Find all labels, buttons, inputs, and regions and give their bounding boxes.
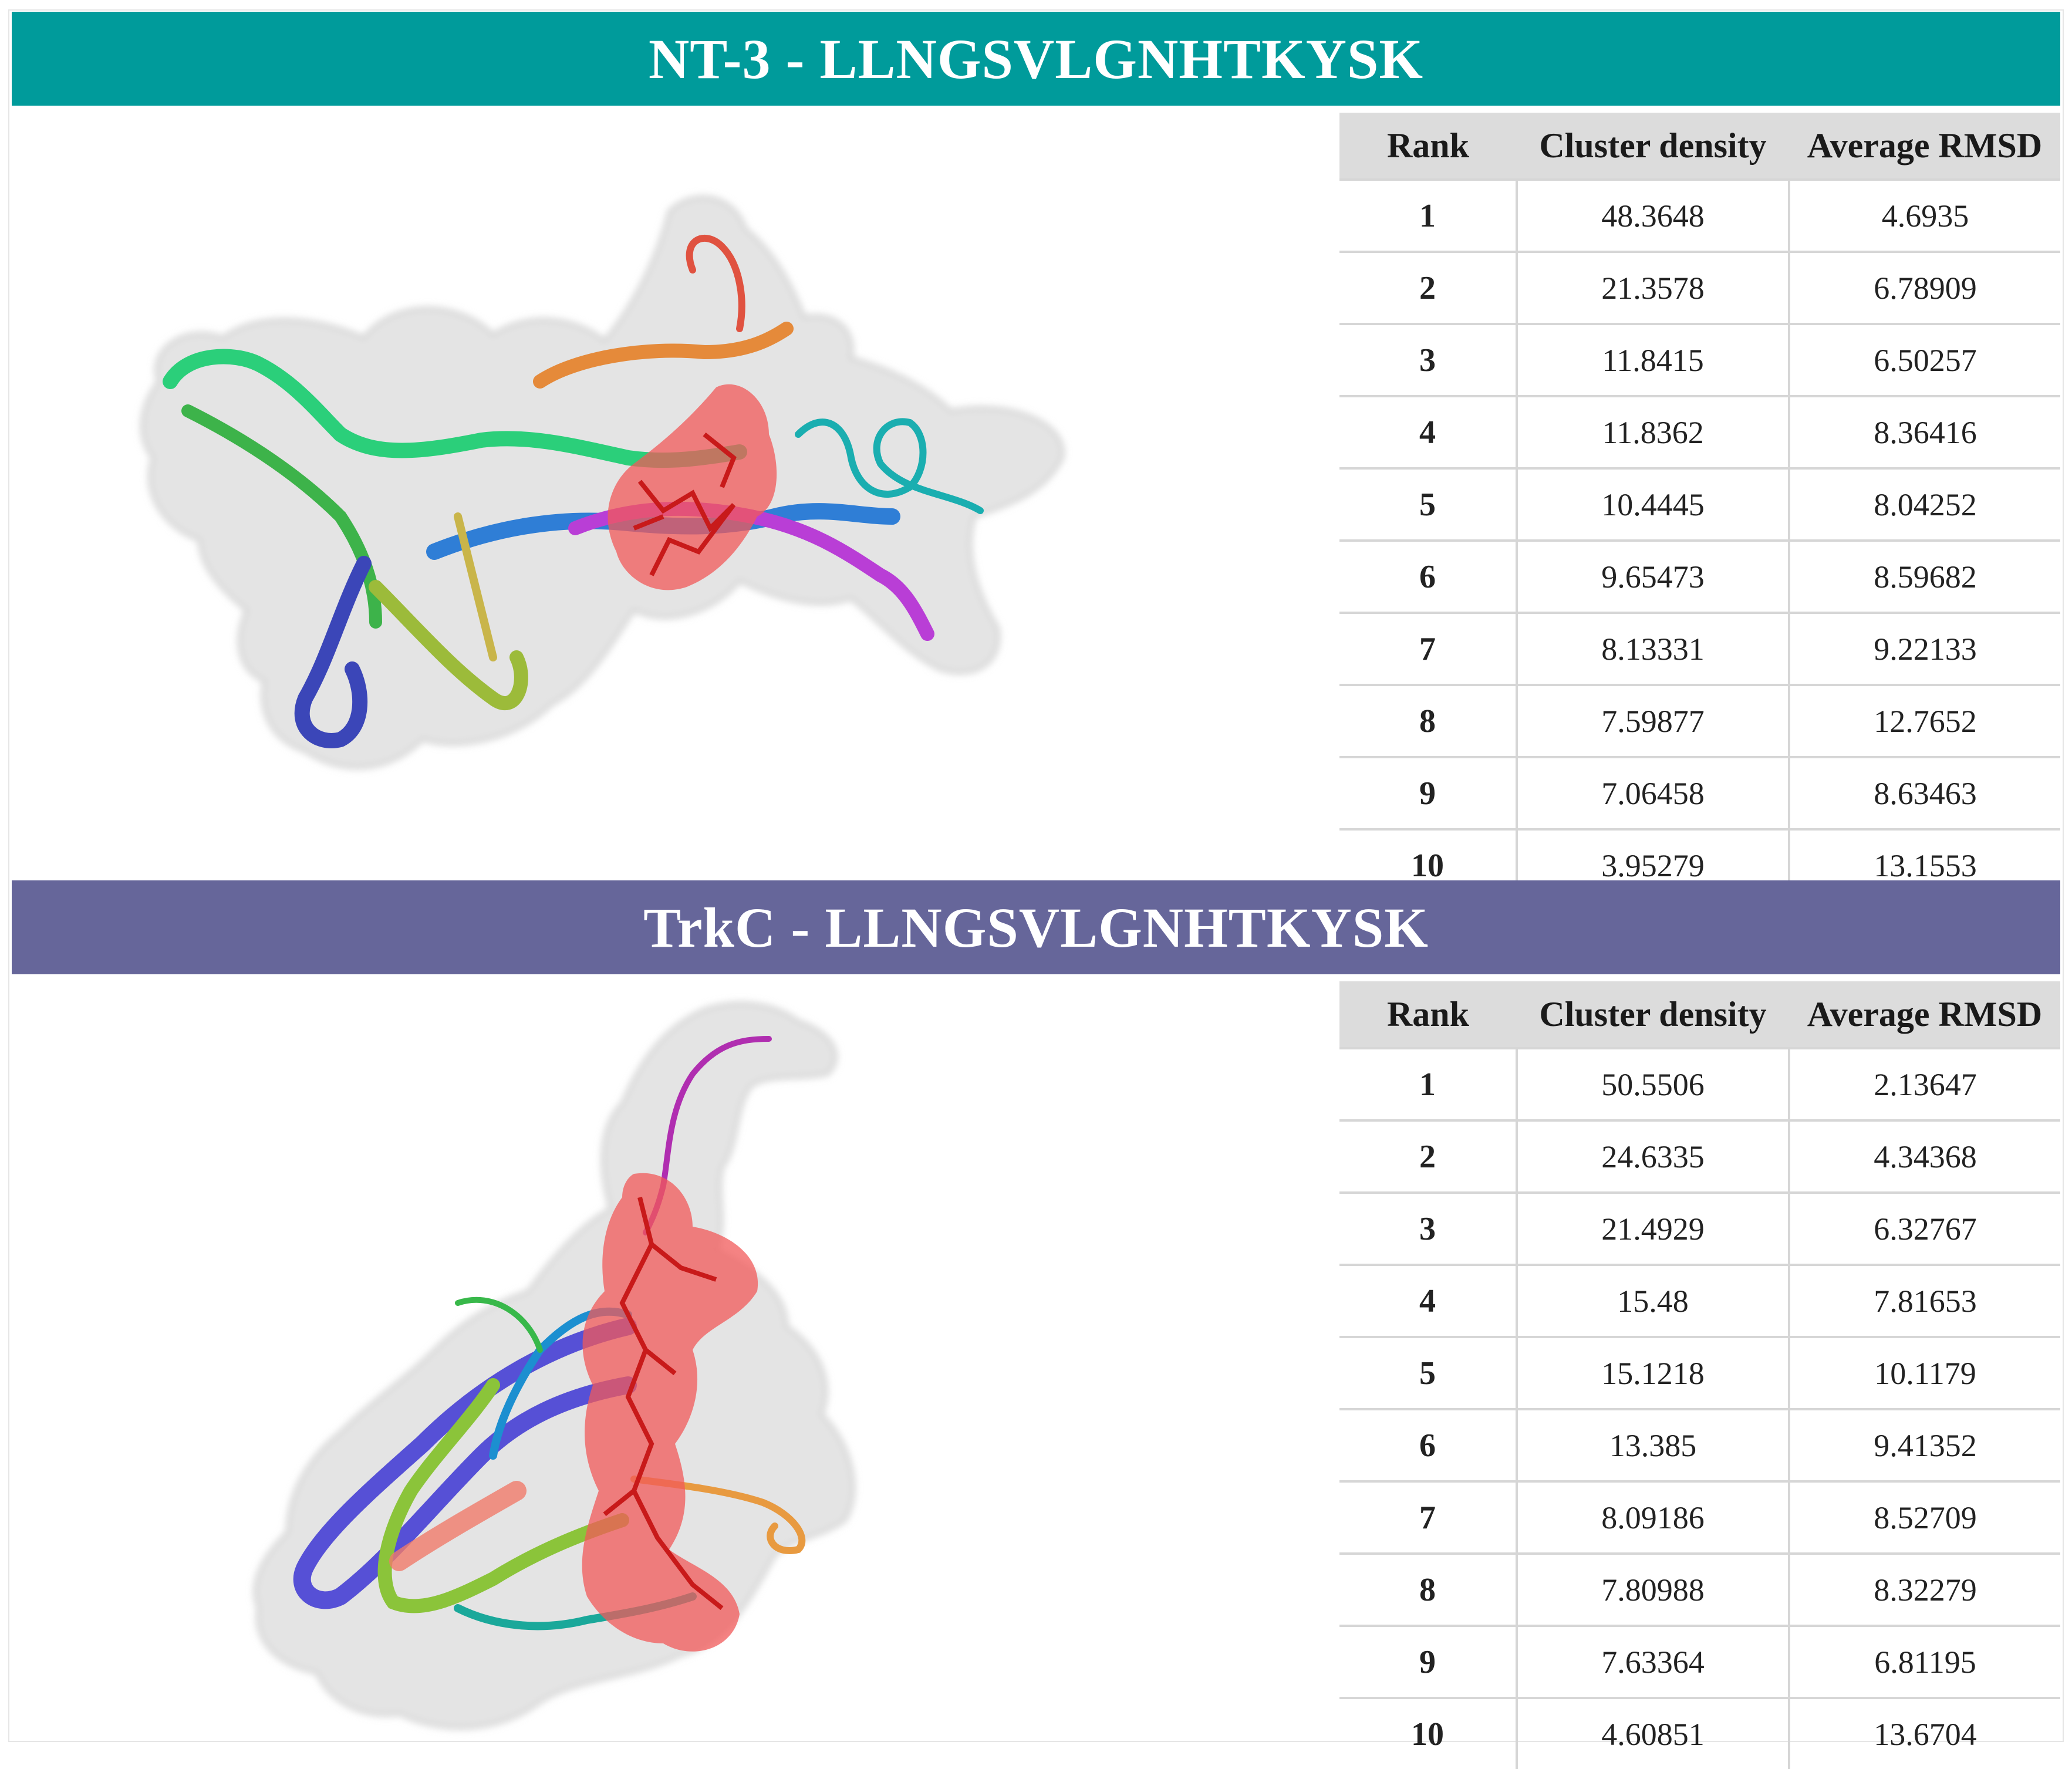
table-row: 2 21.3578 6.78909 bbox=[1339, 251, 2060, 324]
density-cell: 4.60851 bbox=[1517, 1697, 1790, 1769]
rank-cell: 4 bbox=[1339, 395, 1518, 468]
density-cell: 15.1218 bbox=[1517, 1336, 1790, 1409]
rmsd-cell: 8.36416 bbox=[1789, 395, 2060, 468]
rmsd-cell: 10.1179 bbox=[1789, 1336, 2060, 1409]
table-row: 5 10.4445 8.04252 bbox=[1339, 467, 2060, 541]
table-row: 9 7.06458 8.63463 bbox=[1339, 756, 2060, 829]
rank-cell: 7 bbox=[1339, 612, 1518, 685]
rank-cell: 1 bbox=[1339, 178, 1518, 252]
header-cluster-density: Cluster density bbox=[1517, 113, 1789, 180]
density-cell: 15.48 bbox=[1517, 1264, 1790, 1337]
protein-surface bbox=[140, 195, 1065, 769]
table-row: 1 50.5506 2.13647 bbox=[1339, 1047, 2060, 1120]
table-row: 5 15.1218 10.1179 bbox=[1339, 1336, 2060, 1409]
peptide-ligand bbox=[582, 1173, 758, 1652]
protein-peptide-docking-structure-icon bbox=[140, 195, 1065, 769]
table-row: 6 9.65473 8.59682 bbox=[1339, 539, 2060, 613]
density-cell: 9.65473 bbox=[1517, 539, 1790, 613]
molecule-image-nt3 bbox=[12, 106, 1338, 880]
rank-cell: 8 bbox=[1339, 684, 1518, 757]
rank-cell: 5 bbox=[1339, 1336, 1518, 1409]
table-row: 3 11.8415 6.50257 bbox=[1339, 323, 2060, 396]
cluster-table-nt3: Rank Cluster density Average RMSD 1 48.36… bbox=[1339, 113, 2060, 900]
rank-cell: 3 bbox=[1339, 1191, 1518, 1265]
table-header-row: Rank Cluster density Average RMSD bbox=[1339, 113, 2060, 180]
table-row: 1 48.3648 4.6935 bbox=[1339, 178, 2060, 252]
rmsd-cell: 8.63463 bbox=[1789, 756, 2060, 829]
density-cell: 8.13331 bbox=[1517, 612, 1790, 685]
header-rank: Rank bbox=[1339, 113, 1517, 180]
header-rank: Rank bbox=[1339, 981, 1517, 1048]
table-row: 10 4.60851 13.6704 bbox=[1339, 1697, 2060, 1769]
panel-title: TrkC - LLNGSVLGNHTKYSK bbox=[12, 880, 2060, 974]
density-cell: 7.63364 bbox=[1517, 1625, 1790, 1698]
cluster-table-trkc: Rank Cluster density Average RMSD 1 50.55… bbox=[1339, 981, 2060, 1769]
rmsd-cell: 8.32279 bbox=[1789, 1552, 2060, 1626]
peptide-ligand bbox=[608, 384, 777, 590]
table-header-row: Rank Cluster density Average RMSD bbox=[1339, 981, 2060, 1048]
rank-cell: 10 bbox=[1339, 1697, 1518, 1769]
density-cell: 7.80988 bbox=[1517, 1552, 1790, 1626]
panel-title: NT-3 - LLNGSVLGNHTKYSK bbox=[12, 12, 2060, 106]
rmsd-cell: 4.6935 bbox=[1789, 178, 2060, 252]
table-row: 4 11.8362 8.36416 bbox=[1339, 395, 2060, 468]
rmsd-cell: 8.04252 bbox=[1789, 467, 2060, 541]
density-cell: 50.5506 bbox=[1517, 1047, 1790, 1120]
rank-cell: 3 bbox=[1339, 323, 1518, 396]
rank-cell: 9 bbox=[1339, 1625, 1518, 1698]
rank-cell: 5 bbox=[1339, 467, 1518, 541]
table-row: 7 8.13331 9.22133 bbox=[1339, 612, 2060, 685]
protein-surface bbox=[253, 1001, 856, 1730]
density-cell: 11.8362 bbox=[1517, 395, 1790, 468]
table-row: 3 21.4929 6.32767 bbox=[1339, 1191, 2060, 1265]
header-average-rmsd: Average RMSD bbox=[1789, 981, 2060, 1048]
density-cell: 8.09186 bbox=[1517, 1480, 1790, 1554]
rmsd-cell: 6.81195 bbox=[1789, 1625, 2060, 1698]
table-row: 6 13.385 9.41352 bbox=[1339, 1408, 2060, 1481]
rank-cell: 9 bbox=[1339, 756, 1518, 829]
header-average-rmsd: Average RMSD bbox=[1789, 113, 2060, 180]
rank-cell: 6 bbox=[1339, 1408, 1518, 1481]
protein-peptide-docking-structure-icon bbox=[253, 1001, 856, 1730]
table-row: 8 7.80988 8.32279 bbox=[1339, 1552, 2060, 1626]
density-cell: 7.06458 bbox=[1517, 756, 1790, 829]
table-row: 4 15.48 7.81653 bbox=[1339, 1264, 2060, 1337]
table-row: 9 7.63364 6.81195 bbox=[1339, 1625, 2060, 1698]
rmsd-cell: 2.13647 bbox=[1789, 1047, 2060, 1120]
rmsd-cell: 13.6704 bbox=[1789, 1697, 2060, 1769]
rank-cell: 6 bbox=[1339, 539, 1518, 613]
density-cell: 13.385 bbox=[1517, 1408, 1790, 1481]
rmsd-cell: 8.59682 bbox=[1789, 539, 2060, 613]
rmsd-cell: 6.50257 bbox=[1789, 323, 2060, 396]
rank-cell: 1 bbox=[1339, 1047, 1518, 1120]
header-cluster-density: Cluster density bbox=[1517, 981, 1789, 1048]
table-row: 2 24.6335 4.34368 bbox=[1339, 1119, 2060, 1193]
density-cell: 48.3648 bbox=[1517, 178, 1790, 252]
density-cell: 24.6335 bbox=[1517, 1119, 1790, 1193]
rmsd-cell: 12.7652 bbox=[1789, 684, 2060, 757]
rank-cell: 4 bbox=[1339, 1264, 1518, 1337]
rmsd-cell: 7.81653 bbox=[1789, 1264, 2060, 1337]
rank-cell: 2 bbox=[1339, 1119, 1518, 1193]
density-cell: 10.4445 bbox=[1517, 467, 1790, 541]
rmsd-cell: 9.22133 bbox=[1789, 612, 2060, 685]
rank-cell: 7 bbox=[1339, 1480, 1518, 1554]
table-row: 8 7.59877 12.7652 bbox=[1339, 684, 2060, 757]
density-cell: 11.8415 bbox=[1517, 323, 1790, 396]
rmsd-cell: 4.34368 bbox=[1789, 1119, 2060, 1193]
rank-cell: 8 bbox=[1339, 1552, 1518, 1626]
density-cell: 21.4929 bbox=[1517, 1191, 1790, 1265]
rmsd-cell: 6.32767 bbox=[1789, 1191, 2060, 1265]
molecule-image-trkc bbox=[12, 974, 1338, 1749]
density-cell: 7.59877 bbox=[1517, 684, 1790, 757]
rmsd-cell: 9.41352 bbox=[1789, 1408, 2060, 1481]
rank-cell: 2 bbox=[1339, 251, 1518, 324]
table-row: 7 8.09186 8.52709 bbox=[1339, 1480, 2060, 1554]
density-cell: 21.3578 bbox=[1517, 251, 1790, 324]
rmsd-cell: 8.52709 bbox=[1789, 1480, 2060, 1554]
rmsd-cell: 6.78909 bbox=[1789, 251, 2060, 324]
